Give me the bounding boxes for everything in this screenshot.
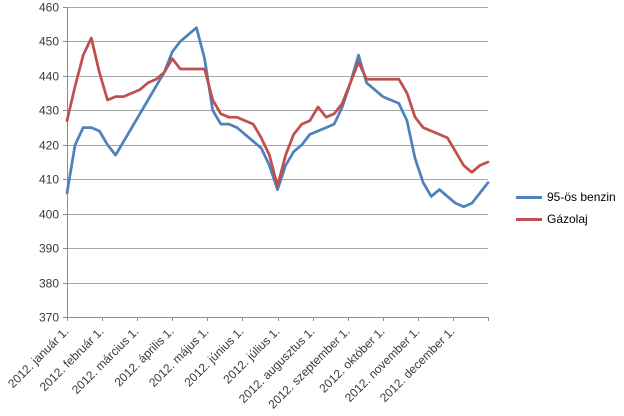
y-axis-label: 460 xyxy=(39,1,59,15)
y-axis-label: 370 xyxy=(39,311,59,325)
y-axis-label: 430 xyxy=(39,104,59,118)
y-axis-label: 390 xyxy=(39,242,59,256)
legend-label-gazolaj: Gázolaj xyxy=(547,212,588,226)
legend-item-benzin: 95-ös benzin xyxy=(516,186,616,208)
y-axis-label: 410 xyxy=(39,173,59,187)
x-axis-label: 2012. január 1. xyxy=(5,324,72,391)
series-line-benzin-95 xyxy=(65,26,490,209)
y-axis-label: 420 xyxy=(39,139,59,153)
chart-legend: 95-ös benzin Gázolaj xyxy=(516,186,616,230)
y-axis-label: 450 xyxy=(39,35,59,49)
y-axis-label: 400 xyxy=(39,208,59,222)
legend-label-benzin: 95-ös benzin xyxy=(547,190,616,204)
y-axis-label: 440 xyxy=(39,70,59,84)
legend-item-gazolaj: Gázolaj xyxy=(516,208,616,230)
legend-line-swatch-benzin xyxy=(516,195,542,199)
legend-line-swatch-gazolaj xyxy=(516,217,542,221)
series-line-gazolaj xyxy=(65,36,490,188)
y-axis-label: 380 xyxy=(39,277,59,291)
